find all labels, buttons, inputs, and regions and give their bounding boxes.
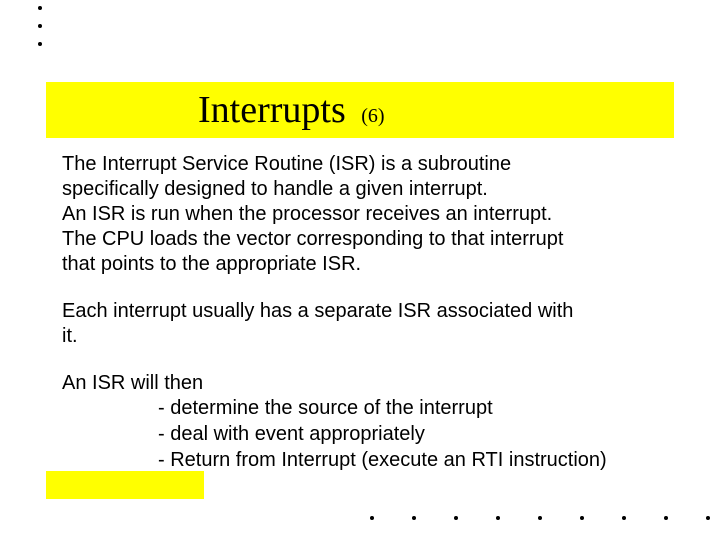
title-main: Interrupts [198,89,346,131]
paragraph-3: An ISR will then - determine the source … [62,371,662,473]
dot-icon [454,516,458,520]
paragraph-1: The Interrupt Service Routine (ISR) is a… [62,152,662,277]
slide-title: Interrupts (6) [198,88,385,132]
decorative-dots-bottom [370,516,710,520]
slide-content: The Interrupt Service Routine (ISR) is a… [62,152,662,474]
title-sub: (6) [361,105,384,127]
dot-icon [38,6,42,10]
decorative-bottom-bar [46,471,204,499]
dot-icon [496,516,500,520]
title-bar: Interrupts (6) [46,82,674,138]
bullet-list: - determine the source of the interrupt … [62,396,662,473]
bullet-item: - deal with event appropriately [158,422,662,447]
text-line: An ISR will then [62,371,662,396]
text-line: it. [62,324,662,349]
text-line: An ISR is run when the processor receive… [62,202,662,227]
decorative-dots-top [38,6,42,46]
dot-icon [412,516,416,520]
text-line: The Interrupt Service Routine (ISR) is a… [62,152,662,177]
text-line: that points to the appropriate ISR. [62,252,662,277]
dot-icon [664,516,668,520]
text-line: The CPU loads the vector corresponding t… [62,227,662,252]
bullet-item: - determine the source of the interrupt [158,396,662,421]
text-line: Each interrupt usually has a separate IS… [62,299,662,324]
bullet-item: - Return from Interrupt (execute an RTI … [158,448,662,473]
dot-icon [706,516,710,520]
dot-icon [580,516,584,520]
dot-icon [38,42,42,46]
dot-icon [38,24,42,28]
text-line: specifically designed to handle a given … [62,177,662,202]
dot-icon [370,516,374,520]
dot-icon [622,516,626,520]
dot-icon [538,516,542,520]
paragraph-2: Each interrupt usually has a separate IS… [62,299,662,349]
